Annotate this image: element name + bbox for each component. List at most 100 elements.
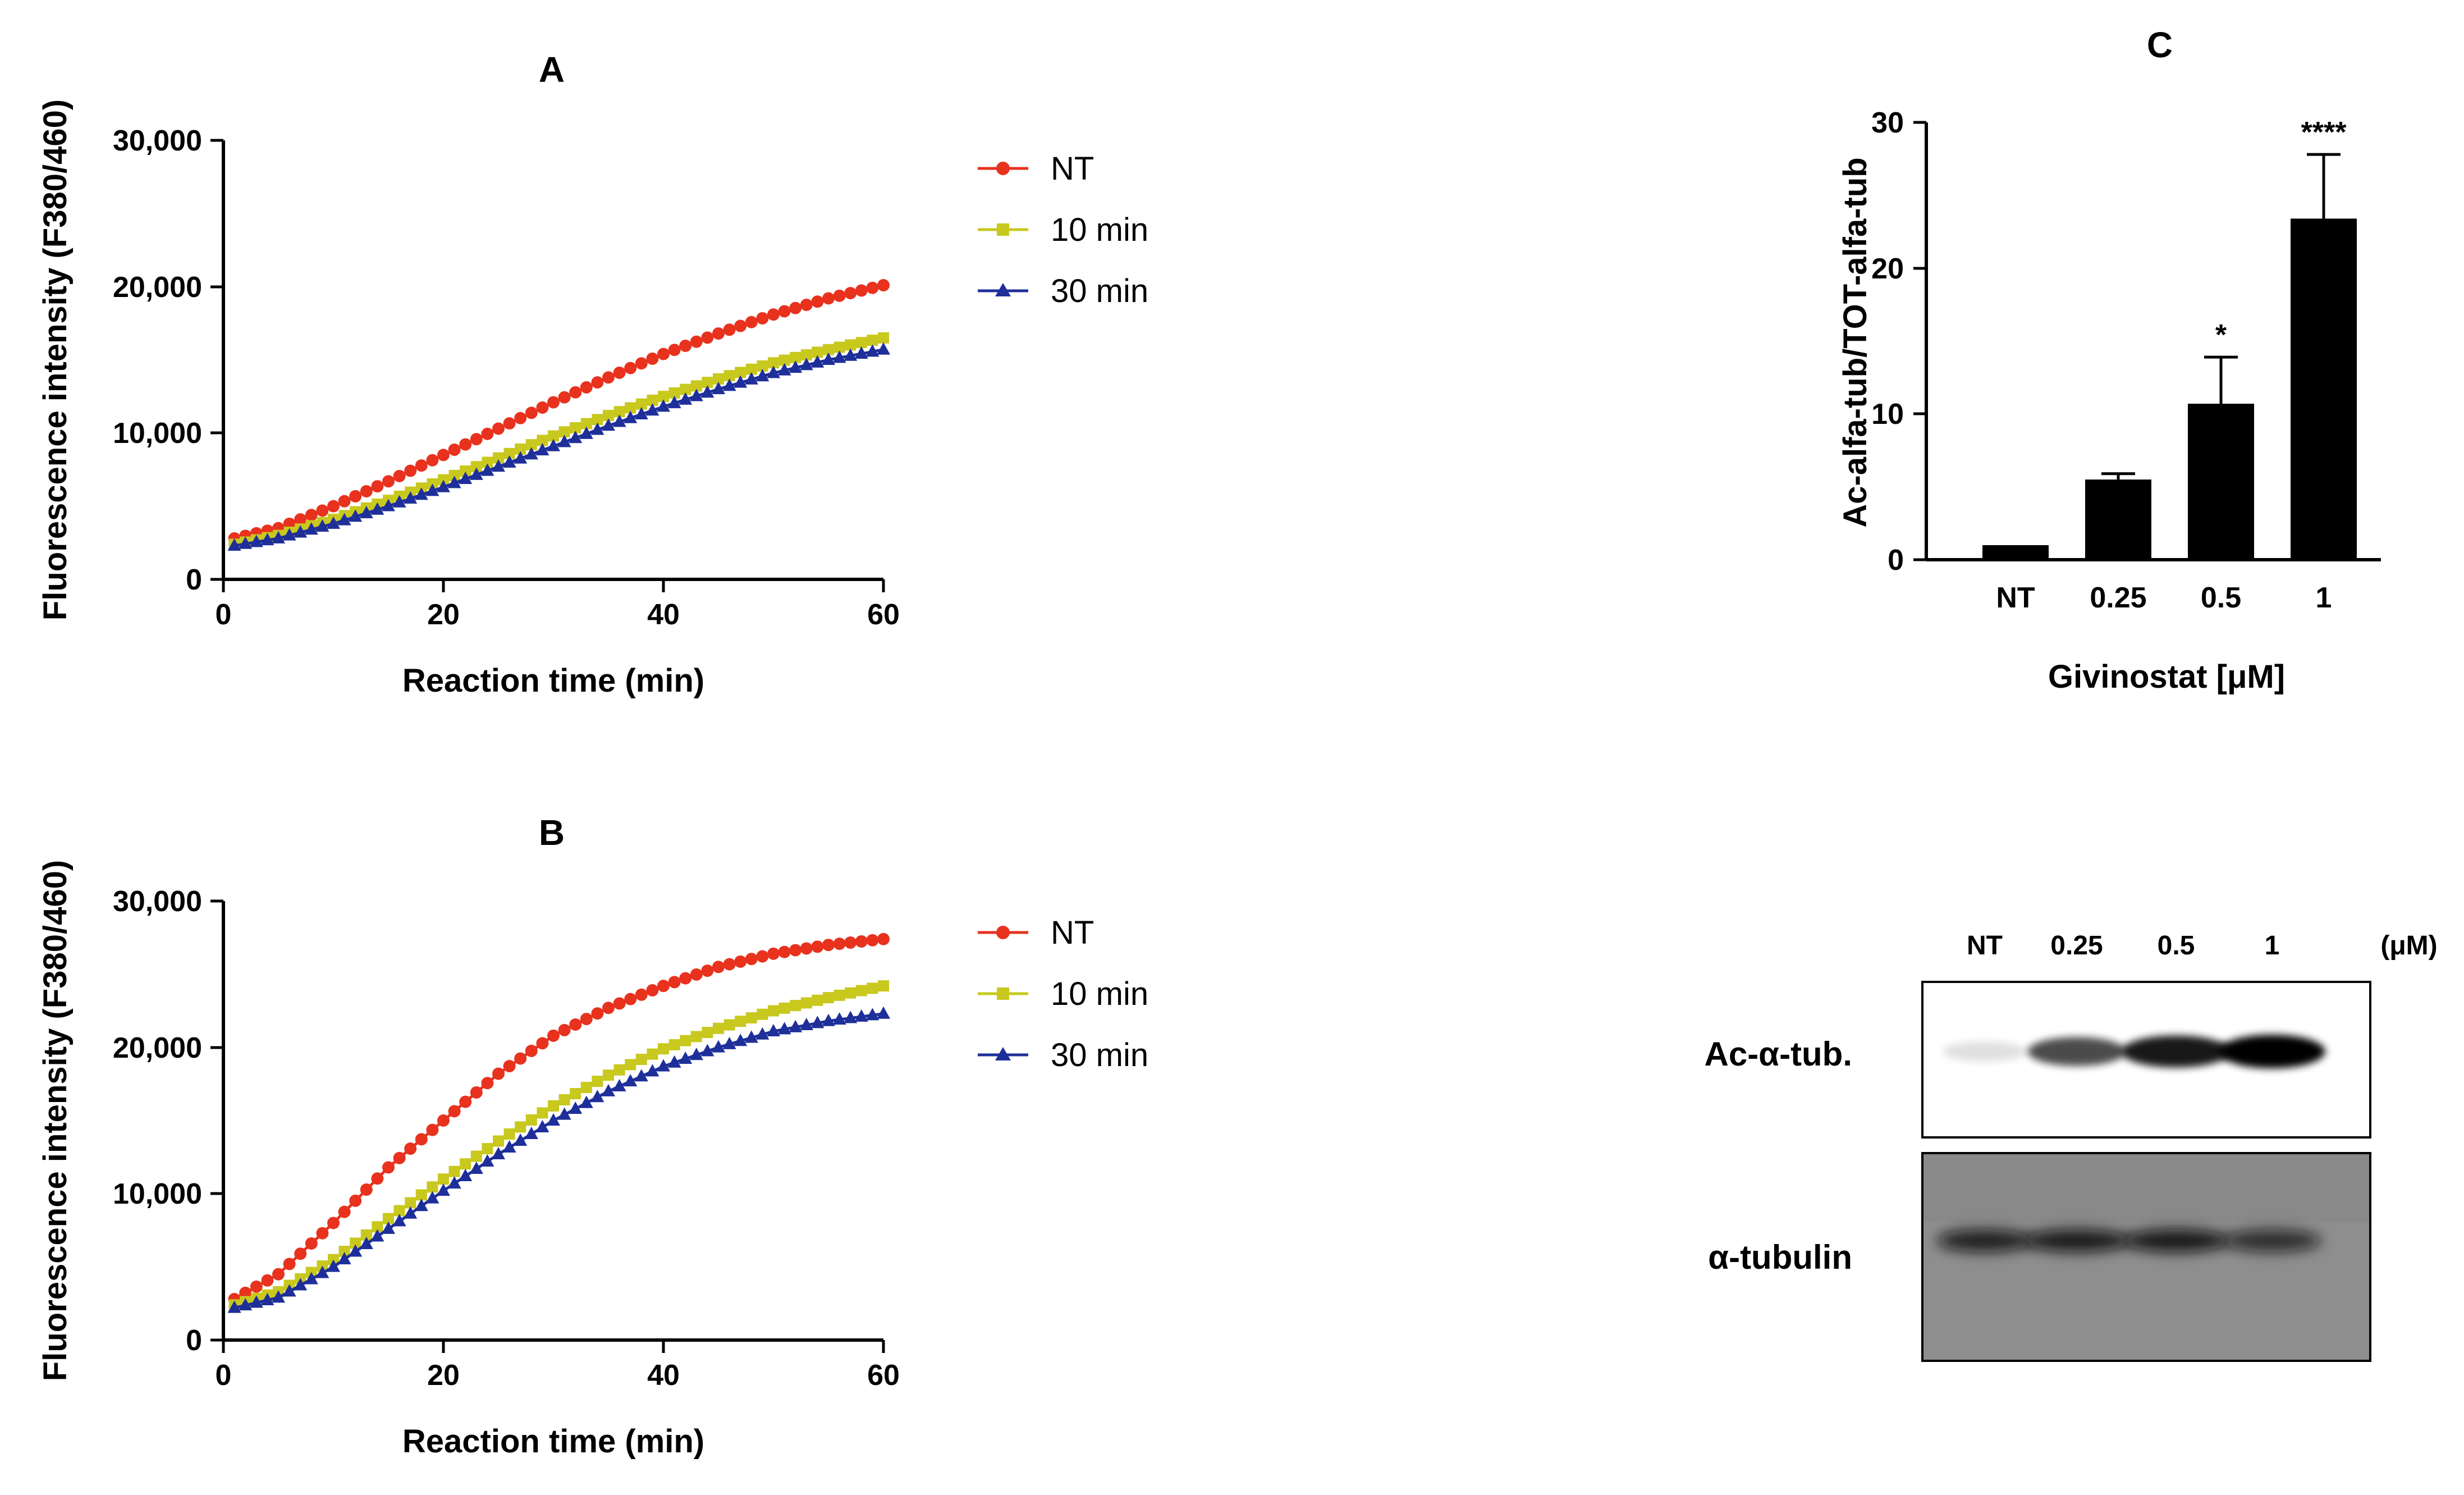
data-point-nt — [613, 997, 626, 1010]
data-point-nt — [668, 344, 681, 356]
blot-background-shade — [1923, 1154, 2369, 1222]
band-ac-tub — [2219, 1035, 2325, 1068]
data-point-10min — [878, 980, 889, 992]
data-point-nt — [712, 961, 725, 973]
data-point-nt — [866, 934, 879, 947]
data-point-nt — [844, 936, 857, 949]
data-point-30min — [722, 1036, 736, 1049]
legend-marker-triangle — [995, 1047, 1011, 1060]
data-point-nt — [415, 459, 428, 472]
data-point-10min — [525, 439, 537, 451]
data-point-10min — [558, 426, 570, 438]
panel-c-bars: ***** — [1982, 116, 2357, 560]
data-point-10min — [603, 1069, 614, 1081]
data-point-30min — [569, 1101, 583, 1114]
data-point-nt — [635, 357, 648, 370]
data-point-nt — [602, 1002, 615, 1014]
panel-b-legend: NT 10 min 30 min — [978, 915, 1148, 1073]
data-point-10min — [867, 335, 878, 346]
data-point-nt — [305, 1237, 318, 1250]
data-point-10min — [427, 1181, 438, 1193]
data-point-30min — [359, 506, 373, 519]
data-point-30min — [722, 378, 736, 391]
data-point-30min — [734, 1034, 748, 1046]
data-point-30min — [524, 447, 538, 460]
data-point-nt — [855, 284, 868, 297]
data-point-10min — [493, 1135, 504, 1147]
data-point-nt — [745, 953, 758, 966]
legend-marker-circle — [996, 162, 1010, 175]
data-point-10min — [855, 337, 867, 349]
data-point-nt — [338, 495, 351, 508]
data-point-30min — [689, 388, 703, 401]
data-point-nt — [305, 509, 318, 522]
data-point-10min — [625, 402, 636, 414]
data-point-30min — [777, 1022, 791, 1035]
data-point-30min — [579, 1095, 593, 1108]
data-point-30min — [844, 1011, 858, 1023]
data-point-30min — [492, 1146, 505, 1159]
data-point-30min — [437, 479, 450, 492]
data-point-30min — [865, 1008, 880, 1021]
data-point-10min — [790, 351, 802, 363]
data-point-nt — [448, 444, 461, 456]
data-point-10min — [713, 1022, 724, 1034]
data-point-30min — [832, 1012, 846, 1025]
panel-b-y-tick-label: 20,000 — [113, 1032, 202, 1064]
panel-c-x-tick-label: 1 — [2316, 582, 2332, 614]
band-tubulin — [1937, 1229, 2032, 1252]
data-point-nt — [822, 939, 835, 952]
data-point-nt — [624, 993, 637, 1005]
data-point-30min — [327, 516, 340, 529]
data-point-10min — [723, 1019, 735, 1031]
data-point-nt — [426, 454, 439, 467]
data-point-10min — [745, 363, 757, 375]
data-point-10min — [537, 435, 548, 446]
data-point-nt — [459, 438, 472, 451]
data-point-30min — [392, 495, 406, 508]
data-point-nt — [371, 480, 384, 493]
data-point-nt — [294, 1247, 307, 1260]
data-point-10min — [735, 367, 746, 378]
data-point-30min — [822, 353, 835, 365]
data-point-10min — [668, 387, 680, 399]
data-point-30min — [547, 438, 560, 451]
data-point-nt — [778, 305, 791, 318]
data-point-30min — [744, 372, 758, 385]
legend-marker-triangle — [995, 283, 1011, 296]
band-tubulin — [2223, 1229, 2321, 1252]
data-point-10min — [438, 474, 449, 486]
data-point-nt — [668, 976, 681, 989]
data-point-nt — [349, 1194, 362, 1207]
data-point-30min — [579, 426, 593, 439]
data-point-nt — [459, 1095, 472, 1108]
data-point-10min — [855, 985, 867, 996]
panel-c-bar-chart: C 0 10 20 30 ***** NT 0.25 0.5 1 Givinos… — [1837, 25, 2381, 695]
data-point-10min — [778, 1002, 790, 1014]
panel-a-x-tick-label: 60 — [867, 598, 900, 631]
data-point-10min — [415, 1189, 427, 1201]
data-point-30min — [414, 487, 428, 500]
data-point-30min — [844, 348, 858, 361]
data-point-nt — [404, 464, 417, 477]
panel-b-line-chart: B 0 10,000 20,000 30,000 0 20 40 60 Reac… — [37, 812, 1148, 1460]
panel-a-title: A — [539, 49, 565, 90]
data-point-30min — [535, 443, 549, 456]
data-point-30min — [370, 502, 384, 515]
data-point-nt — [679, 972, 692, 985]
blot-row-label-tubulin: α-tubulin — [1708, 1238, 1852, 1276]
data-point-nt — [481, 1077, 494, 1090]
data-point-30min — [404, 491, 418, 504]
data-point-10min — [812, 346, 823, 358]
data-point-30min — [612, 1079, 626, 1092]
data-point-30min — [689, 1048, 703, 1060]
panel-a-y-tick-label: 20,000 — [113, 271, 202, 304]
data-point-10min — [548, 430, 559, 442]
data-point-10min — [800, 349, 812, 361]
data-point-nt — [393, 469, 406, 482]
data-point-30min — [557, 435, 571, 447]
blot-row-label-ac-tub: Ac-α-tub. — [1705, 1035, 1853, 1073]
data-point-30min — [447, 1176, 461, 1189]
panel-c-x-ticks: NT 0.25 0.5 1 — [1996, 582, 2332, 614]
data-point-30min — [590, 1090, 604, 1103]
